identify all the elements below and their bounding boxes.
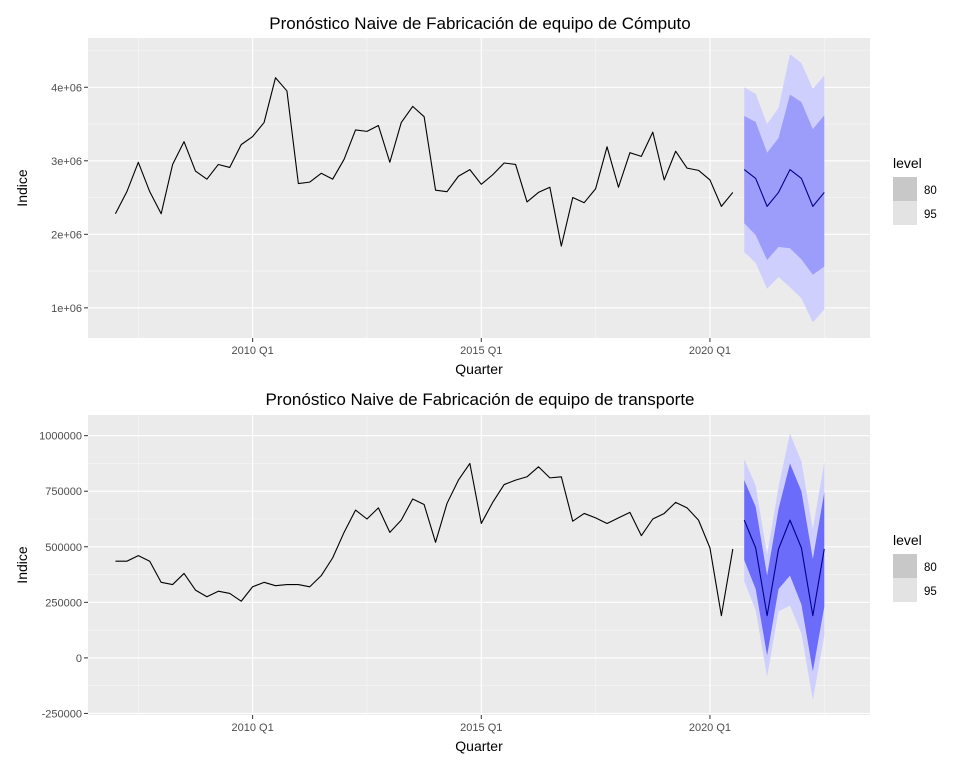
y-tick-label: 1000000 (39, 431, 82, 443)
y-tick-label: 750000 (45, 486, 82, 498)
historical-series-line (114, 77, 734, 247)
legend-key-95 (893, 201, 917, 225)
x-tick-label: 2010 Q1 (232, 722, 274, 734)
x-tick-label: 2020 Q1 (689, 345, 731, 357)
historical-series-line (115, 462, 734, 617)
x-axis-title: Quarter (455, 738, 503, 754)
legend: level 80 95 (893, 532, 937, 602)
prediction-bands (744, 54, 825, 323)
y-axis-title: Indice (14, 546, 30, 584)
grid-lines (88, 38, 870, 338)
y-axis-ticks: -250000 0 250000 500000 750000 1000000 (39, 431, 88, 720)
chart-title: Pronóstico Naive de Fabricación de equip… (269, 14, 690, 33)
legend-key-80 (893, 554, 917, 578)
series-lines (114, 77, 825, 247)
x-axis-title: Quarter (455, 361, 503, 377)
x-axis-ticks: 2010 Q1 2015 Q1 2020 Q1 (232, 715, 731, 734)
legend: level 80 95 (893, 155, 937, 225)
y-tick-label: 1e+06 (51, 303, 82, 315)
y-tick-label: 4e+06 (51, 82, 82, 94)
x-tick-label: 2010 Q1 (232, 345, 274, 357)
legend-label-80: 80 (924, 562, 937, 574)
y-axis-title: Indice (14, 169, 30, 207)
prediction-bands (744, 433, 825, 701)
legend-title: level (893, 155, 922, 171)
y-axis-ticks: 1e+06 2e+06 3e+06 4e+06 (51, 82, 88, 315)
x-tick-label: 2020 Q1 (689, 722, 731, 734)
band-80 (744, 94, 825, 275)
plot-panel (88, 38, 870, 338)
forecast-mean-line (743, 519, 825, 617)
legend-label-95: 95 (924, 209, 937, 221)
x-axis-ticks: 2010 Q1 2015 Q1 2020 Q1 (232, 338, 731, 357)
y-tick-label: 2e+06 (51, 229, 82, 241)
legend-label-95: 95 (924, 586, 937, 598)
y-tick-label: -250000 (42, 708, 82, 720)
y-tick-label: 500000 (45, 542, 82, 554)
plot-panel (88, 415, 870, 715)
legend-label-80: 80 (924, 185, 937, 197)
x-tick-label: 2015 Q1 (460, 722, 502, 734)
computo-forecast-chart: Pronóstico Naive de Fabricación de equip… (14, 14, 937, 377)
series-lines (115, 462, 825, 617)
transporte-forecast-chart: Pronóstico Naive de Fabricación de equip… (14, 390, 937, 754)
legend-key-95 (893, 578, 917, 602)
legend-title: level (893, 532, 922, 548)
legend-key-80 (893, 177, 917, 201)
y-tick-label: 3e+06 (51, 156, 82, 168)
y-tick-label: 250000 (45, 597, 82, 609)
x-tick-label: 2015 Q1 (460, 345, 502, 357)
chart-title: Pronóstico Naive de Fabricación de equip… (265, 390, 694, 409)
y-tick-label: 0 (76, 653, 82, 665)
grid-lines (88, 415, 870, 715)
forecast-mean-line (743, 169, 825, 207)
band-80 (744, 463, 825, 672)
